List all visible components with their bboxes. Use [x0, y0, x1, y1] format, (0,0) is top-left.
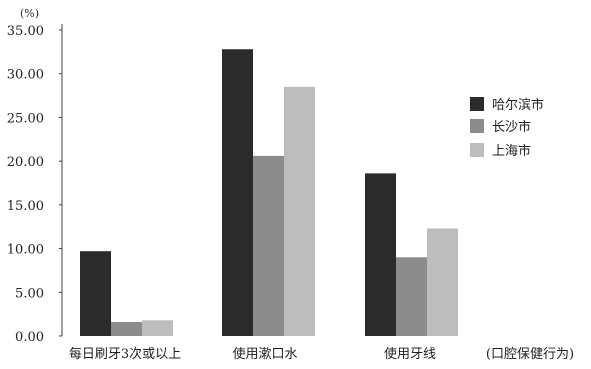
y-tick-label: 0.00 [15, 330, 44, 345]
x-axis-title: (口腔保健行为) [486, 347, 574, 362]
bar-0-0 [80, 251, 111, 336]
bars [80, 49, 458, 337]
y-tick-labels: 0.00 5.00 10.00 15.00 20.00 25.00 30.00 35.00 [7, 24, 62, 345]
legend-label: 长沙市 [492, 119, 531, 135]
y-tick-label: 25.00 [7, 111, 44, 126]
y-tick-label: 35.00 [7, 24, 44, 39]
x-category-labels: 每日刷牙3次或以上 使用漱口水 使用牙线 [69, 346, 436, 362]
legend-swatch [470, 119, 484, 133]
y-axis-unit-label: (%) [20, 7, 39, 20]
bar-1-0 [222, 49, 253, 337]
bar-2-2 [427, 228, 458, 336]
bar-1-1 [253, 155, 284, 336]
y-tick-label: 10.00 [7, 243, 44, 258]
legend-swatch [470, 143, 484, 157]
y-tick-label: 5.00 [15, 286, 44, 301]
bar-2-1 [396, 257, 427, 336]
legend-swatch [470, 97, 484, 111]
x-category-label: 每日刷牙3次或以上 [69, 346, 181, 362]
bar-0-2 [142, 320, 173, 336]
bar-0-1 [111, 322, 142, 336]
y-tick-label: 30.00 [7, 68, 44, 83]
bar-1-2 [284, 86, 315, 336]
y-tick-label: 15.00 [7, 199, 44, 214]
x-category-label: 使用漱口水 [232, 346, 297, 362]
y-tick-label: 20.00 [7, 155, 44, 170]
bar-2-0 [365, 173, 396, 336]
legend-label: 哈尔滨市 [492, 97, 544, 113]
legend-label: 上海市 [492, 143, 531, 159]
x-category-label: 使用牙线 [384, 346, 436, 362]
